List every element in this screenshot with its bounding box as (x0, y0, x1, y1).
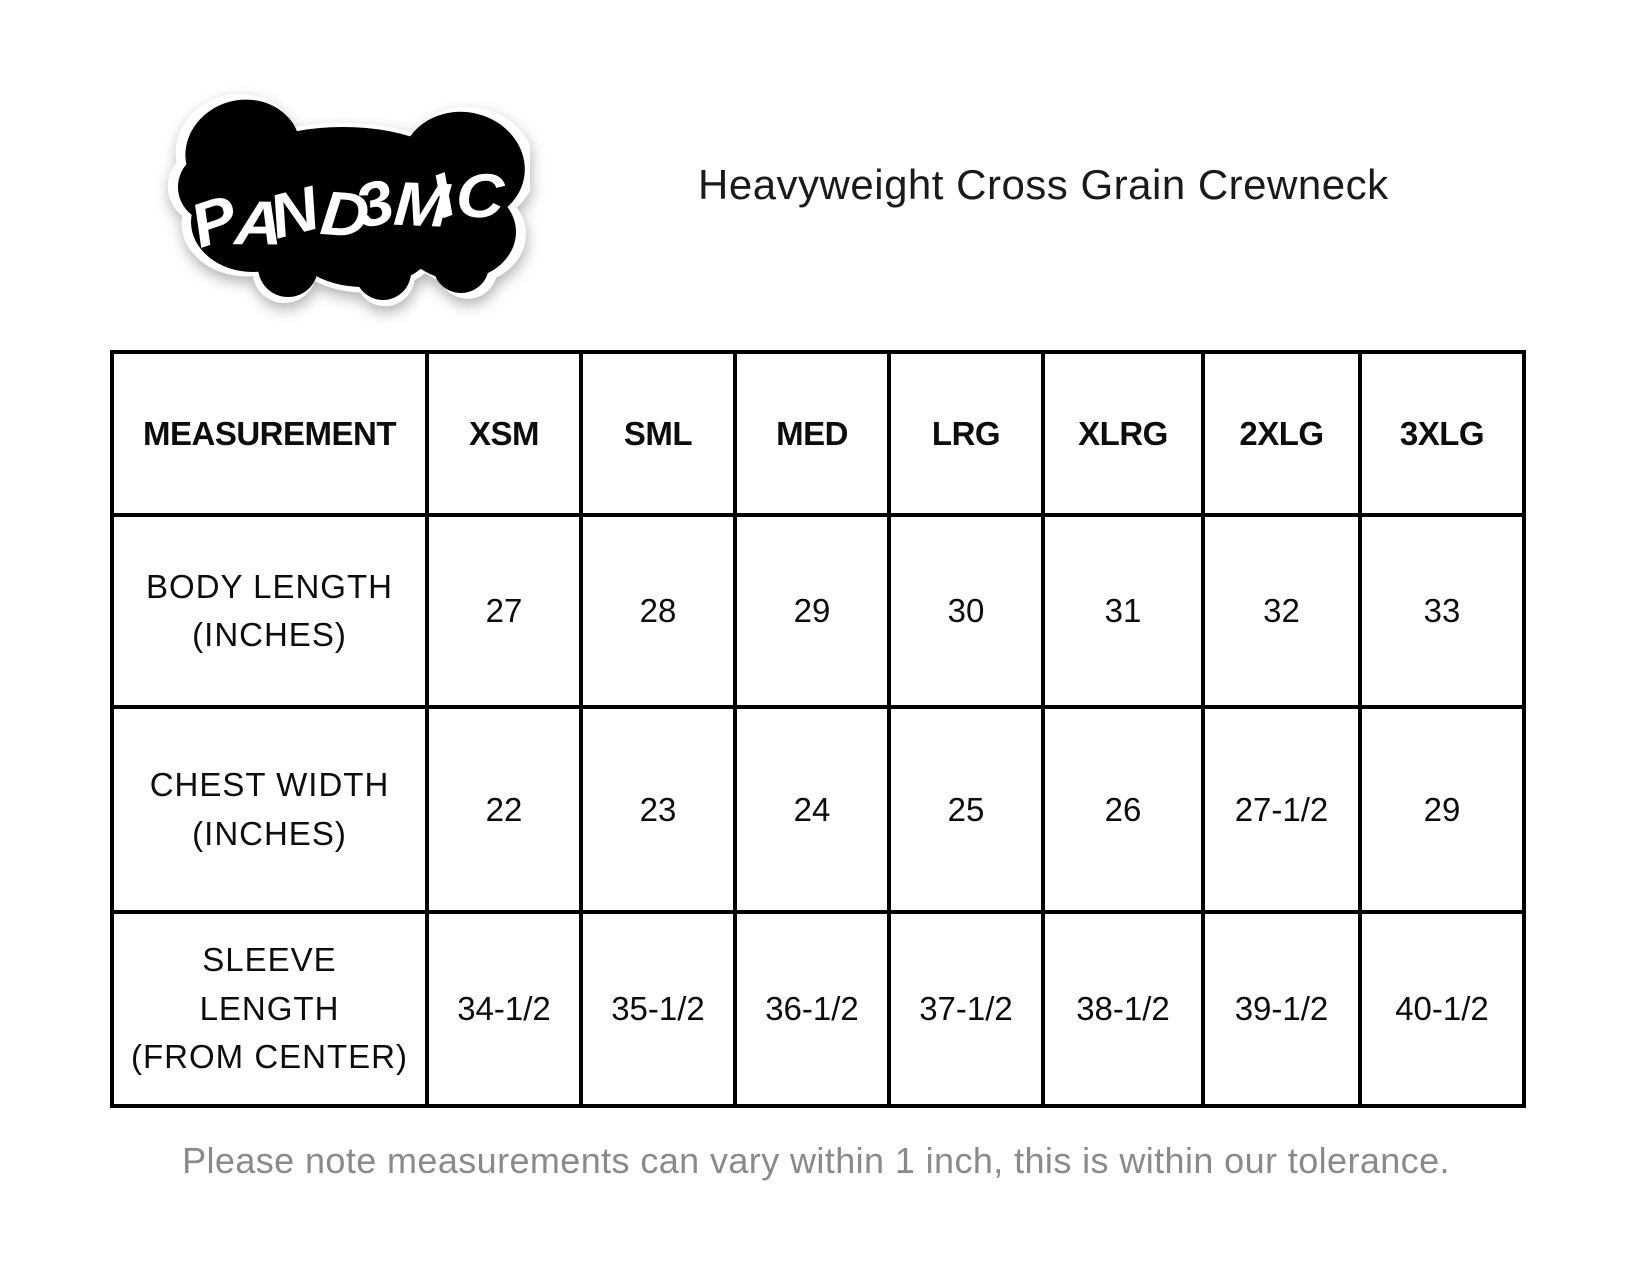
column-header-measurement: MEASUREMENT (110, 350, 429, 517)
row-label-sleeve-length: SLEEVE LENGTH (FROM CENTER) (110, 910, 429, 1108)
cell-sleeve-length-lrg: 37-1/2 (887, 910, 1045, 1108)
row-label-name: CHEST WIDTH (149, 766, 390, 803)
column-header-xlrg: XLRG (1041, 350, 1205, 517)
cell-chest-width-xsm: 22 (425, 705, 583, 914)
cell-chest-width-lrg: 25 (887, 705, 1045, 914)
cell-chest-width-2xlg: 27-1/2 (1201, 705, 1362, 914)
cell-body-length-lrg: 30 (887, 513, 1045, 709)
cell-sleeve-length-med: 36-1/2 (733, 910, 891, 1108)
header-row: MEASUREMENT XSM SML MED LRG XLRG 2XLG 3X… (110, 350, 1526, 517)
table-row-body-length: BODY LENGTH (INCHES) 27 28 29 30 31 32 3… (110, 513, 1526, 709)
cell-body-length-2xlg: 32 (1201, 513, 1362, 709)
pandemic-logo: PAND3MIC (168, 93, 530, 307)
cell-body-length-sml: 28 (579, 513, 737, 709)
tolerance-note: Please note measurements can vary within… (182, 1140, 1450, 1181)
cell-sleeve-length-xsm: 34-1/2 (425, 910, 583, 1108)
table-row-chest-width: CHEST WIDTH (INCHES) 22 23 24 25 26 27-1… (110, 705, 1526, 914)
row-label-note: (INCHES) (192, 616, 347, 653)
table-row-sleeve-length: SLEEVE LENGTH (FROM CENTER) 34-1/2 35-1/… (110, 910, 1526, 1108)
column-header-med: MED (733, 350, 891, 517)
cell-sleeve-length-xlrg: 38-1/2 (1041, 910, 1205, 1108)
cell-sleeve-length-3xlg: 40-1/2 (1358, 910, 1526, 1108)
row-label-chest-width: CHEST WIDTH (INCHES) (110, 705, 429, 914)
cell-body-length-xsm: 27 (425, 513, 583, 709)
column-header-3xlg: 3XLG (1358, 350, 1526, 517)
cell-chest-width-xlrg: 26 (1041, 705, 1205, 914)
cell-chest-width-sml: 23 (579, 705, 737, 914)
cell-sleeve-length-sml: 35-1/2 (579, 910, 737, 1108)
logo-sticker-blob (178, 99, 525, 300)
row-label-name: BODY LENGTH (146, 567, 393, 605)
cell-chest-width-3xlg: 29 (1358, 705, 1526, 914)
cell-chest-width-med: 24 (733, 705, 891, 914)
row-label-note: (INCHES) (192, 814, 347, 852)
column-header-2xlg: 2XLG (1201, 350, 1362, 517)
row-label-name: SLEEVE LENGTH (199, 941, 340, 1027)
row-label-body-length: BODY LENGTH (INCHES) (110, 513, 429, 709)
cell-body-length-3xlg: 33 (1358, 513, 1526, 709)
cell-body-length-med: 29 (733, 513, 891, 709)
cell-body-length-xlrg: 31 (1041, 513, 1205, 709)
column-header-lrg: LRG (887, 350, 1045, 517)
column-header-xsm: XSM (425, 350, 583, 517)
cell-sleeve-length-2xlg: 39-1/2 (1201, 910, 1362, 1108)
row-label-note: (FROM CENTER) (131, 1038, 408, 1076)
column-header-sml: SML (579, 350, 737, 517)
product-title: Heavyweight Cross Grain Crewneck (698, 161, 1389, 208)
size-chart-table: MEASUREMENT XSM SML MED LRG XLRG 2XLG 3X… (110, 350, 1526, 1108)
